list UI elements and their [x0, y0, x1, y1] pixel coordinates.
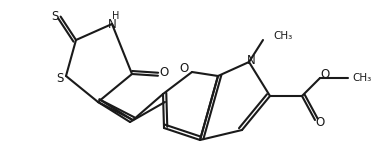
Text: CH₃: CH₃ [352, 73, 372, 83]
Text: S: S [51, 10, 58, 23]
Text: O: O [321, 69, 330, 81]
Text: O: O [315, 116, 325, 129]
Text: O: O [159, 66, 169, 79]
Text: S: S [56, 71, 64, 85]
Text: N: N [246, 53, 256, 66]
Text: H: H [112, 11, 120, 21]
Text: CH₃: CH₃ [273, 31, 292, 41]
Text: N: N [108, 17, 116, 30]
Text: O: O [180, 62, 189, 75]
